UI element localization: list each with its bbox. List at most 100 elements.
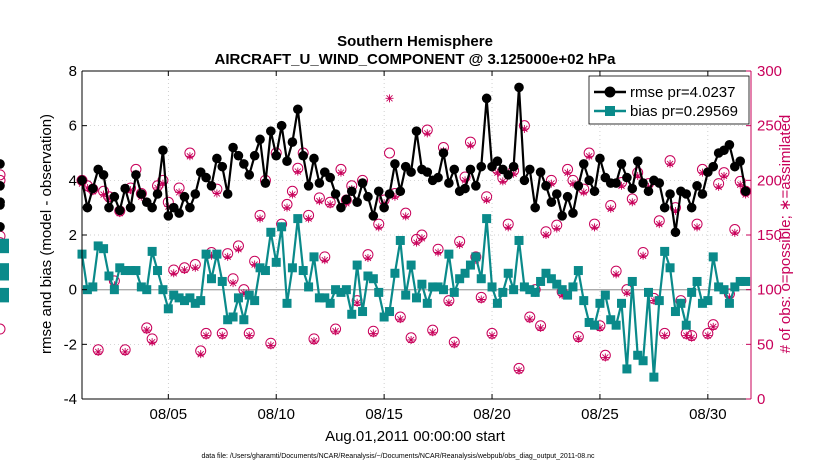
rmse-point bbox=[228, 142, 238, 153]
rmse-point bbox=[670, 227, 681, 238]
rmse-point bbox=[249, 150, 260, 161]
rmse-point bbox=[298, 150, 309, 161]
obs-assimilated-marker bbox=[590, 223, 599, 232]
rmse-point bbox=[638, 178, 648, 188]
y-tick-label: 0 bbox=[69, 282, 77, 299]
bias-point bbox=[0, 271, 9, 281]
obs-assimilated-marker bbox=[83, 183, 92, 192]
bias-point bbox=[120, 266, 130, 276]
rmse-point bbox=[341, 194, 352, 205]
bias-point bbox=[611, 320, 621, 330]
bias-point bbox=[584, 317, 594, 327]
bias-point bbox=[82, 285, 92, 295]
rmse-point bbox=[433, 172, 443, 183]
rmse-point bbox=[352, 197, 362, 207]
bias-point bbox=[627, 276, 637, 286]
rmse-point bbox=[632, 156, 643, 166]
y2-tick-label: 100 bbox=[757, 282, 782, 299]
rmse-point bbox=[271, 150, 282, 161]
bias-point bbox=[190, 298, 200, 308]
obs-assimilated-marker bbox=[207, 251, 216, 260]
obs-assimilated-marker bbox=[175, 188, 184, 197]
obs-assimilated-marker bbox=[655, 220, 664, 229]
obs-assimilated-marker bbox=[434, 248, 443, 257]
rmse-point bbox=[584, 175, 594, 186]
bias-point bbox=[455, 274, 465, 284]
bias-point bbox=[88, 282, 98, 292]
rmse-point bbox=[449, 164, 460, 175]
obs-assimilated-marker bbox=[714, 182, 723, 191]
obs-assimilated-marker bbox=[331, 327, 340, 336]
bias-point bbox=[174, 293, 184, 303]
obs-assimilated-marker bbox=[558, 291, 567, 300]
bias-point bbox=[579, 296, 589, 306]
obs-assimilated-marker bbox=[212, 189, 221, 198]
bias-point bbox=[158, 285, 168, 295]
y2-tick-label: 50 bbox=[757, 336, 774, 353]
obs-assimilated-marker bbox=[525, 315, 534, 324]
rmse-point bbox=[309, 153, 319, 164]
bias-point bbox=[417, 279, 427, 289]
obs-assimilated-marker bbox=[595, 323, 604, 332]
bias-point bbox=[741, 276, 751, 286]
obs-assimilated-marker bbox=[536, 323, 545, 332]
bias-point bbox=[422, 298, 432, 308]
obs-assimilated-marker bbox=[660, 331, 669, 340]
rmse-point bbox=[190, 189, 201, 199]
obs-assimilated-marker bbox=[126, 186, 135, 195]
rmse-point bbox=[735, 156, 746, 166]
rmse-point bbox=[406, 167, 416, 177]
bias-point bbox=[282, 298, 292, 308]
bias-point bbox=[670, 307, 680, 317]
obs-assimilated-marker bbox=[687, 333, 696, 342]
bias-point bbox=[525, 285, 535, 295]
bias-point bbox=[147, 246, 157, 256]
obs-assimilated-marker bbox=[169, 269, 178, 278]
obs-assimilated-marker bbox=[191, 263, 200, 272]
bias-point bbox=[0, 266, 9, 276]
obs-possible-marker bbox=[0, 230, 6, 242]
bias-point bbox=[320, 293, 330, 303]
rmse-point bbox=[460, 183, 470, 194]
obs-possible-marker bbox=[0, 174, 6, 186]
rmse-point bbox=[740, 186, 751, 197]
y-tick-label: 8 bbox=[69, 63, 77, 80]
bias-point bbox=[395, 235, 405, 245]
obs-assimilated-marker bbox=[725, 293, 734, 302]
rmse-point bbox=[98, 170, 109, 180]
bias-point bbox=[244, 290, 254, 300]
bias-point bbox=[703, 296, 713, 306]
y-tick-label: -2 bbox=[64, 336, 77, 353]
rmse-point bbox=[379, 202, 389, 213]
obs-assimilated-marker bbox=[541, 231, 550, 239]
obs-assimilated-marker bbox=[158, 179, 167, 188]
bias-point bbox=[93, 241, 103, 251]
obs-assimilated-marker bbox=[488, 331, 497, 340]
obs-assimilated-marker bbox=[482, 196, 491, 205]
bias-point bbox=[115, 263, 125, 273]
obs-assimilated-marker bbox=[520, 124, 529, 133]
rmse-point bbox=[0, 181, 5, 191]
rmse-point bbox=[260, 178, 271, 188]
rmse-point bbox=[104, 202, 114, 213]
obs-assimilated-marker bbox=[239, 288, 248, 297]
bias-point bbox=[217, 276, 227, 286]
bias-point bbox=[336, 287, 346, 297]
bias-point bbox=[617, 298, 627, 308]
rmse-point bbox=[654, 178, 665, 188]
rmse-point bbox=[551, 189, 562, 199]
rmse-point bbox=[438, 148, 449, 158]
rmse-point bbox=[535, 167, 546, 177]
bias-point bbox=[347, 309, 357, 319]
bias-point bbox=[509, 285, 519, 295]
obs-assimilated-marker bbox=[693, 223, 702, 232]
bias-point bbox=[142, 285, 152, 295]
rmse-point bbox=[222, 189, 233, 199]
rmse-point bbox=[422, 167, 433, 177]
bias-point bbox=[368, 274, 378, 284]
bias-point bbox=[298, 266, 308, 276]
bias-point bbox=[697, 298, 707, 308]
obs-assimilated-marker bbox=[309, 337, 318, 346]
bias-point bbox=[185, 293, 195, 303]
